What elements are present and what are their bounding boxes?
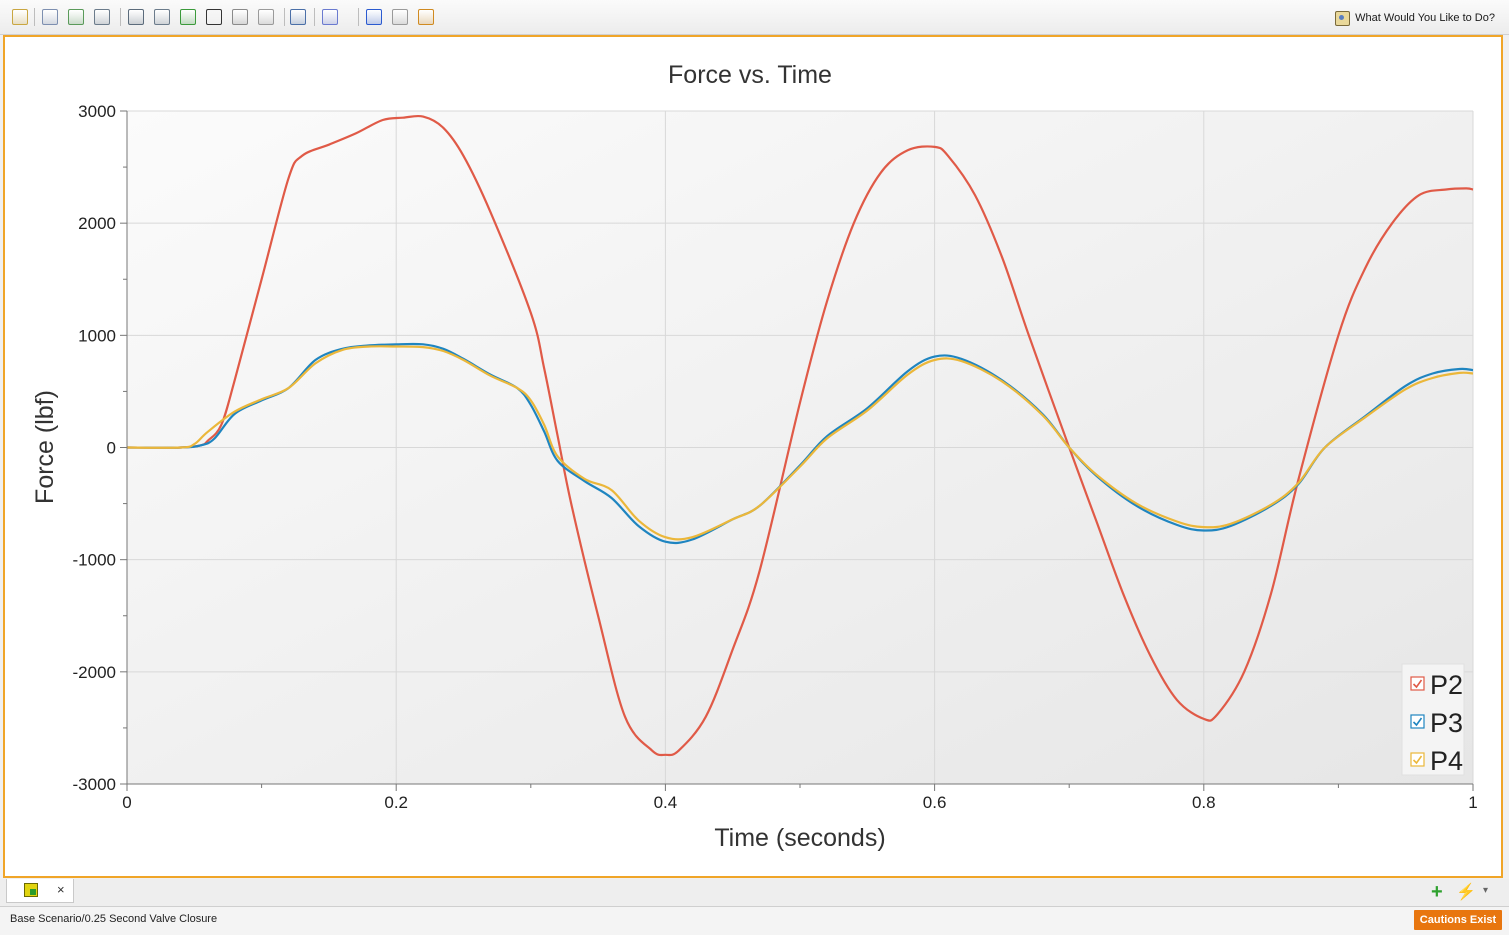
help-button[interactable]: What Would You Like to Do? [1335, 9, 1495, 27]
force-vs-time-chart: 0 0.2 0.4 0.6 0.8 1 3000 2000 1000 0 -1000 -2000 -30… [31, 61, 1478, 852]
stop-icon[interactable] [258, 9, 274, 25]
add-icon[interactable] [366, 9, 382, 25]
y-tick-label: 0 [107, 439, 116, 458]
status-bar: Base Scenario/0.25 Second Valve Closure … [0, 907, 1509, 935]
table-icon[interactable] [94, 9, 110, 25]
y-tick-label: 1000 [78, 326, 116, 345]
grid [126, 110, 1474, 785]
zoom-icon[interactable] [290, 9, 306, 25]
chart-frame: 0 0.2 0.4 0.6 0.8 1 3000 2000 1000 0 -1000 -2000 -30… [3, 35, 1503, 878]
graph-icon[interactable] [392, 9, 408, 25]
check-icon [1412, 717, 1423, 727]
document-tab[interactable]: × [6, 879, 74, 903]
add-icon[interactable]: + [1431, 881, 1443, 903]
toolbar-separator [284, 8, 285, 26]
legend-label-p4: P4 [1430, 746, 1463, 776]
scenario-icon [24, 883, 38, 897]
y-tick-label: -1000 [73, 551, 116, 570]
x-tick-label: 0 [122, 793, 131, 812]
legend-checkbox-p2 [1410, 676, 1425, 691]
toolbar [0, 0, 1509, 35]
list-icon[interactable] [154, 9, 170, 25]
y-tick-label: -2000 [73, 663, 116, 682]
paint-icon[interactable] [322, 9, 338, 25]
toolbar-separator [358, 8, 359, 26]
help-icon [1335, 10, 1351, 26]
help-label: What Would You Like to Do? [1355, 12, 1495, 24]
chart-text-icon[interactable] [128, 9, 144, 25]
series-line-p2 [126, 114, 1474, 757]
x-tick-label: 0.2 [384, 793, 408, 812]
axes: 0 0.2 0.4 0.6 0.8 1 3000 2000 1000 0 -1000 -2000 -30… [73, 102, 1478, 812]
chevron-down-icon[interactable]: ▾ [1483, 885, 1489, 896]
legend-checkbox-p4 [1410, 752, 1425, 767]
legend-label-p3: P3 [1430, 708, 1463, 738]
edit-icon[interactable] [12, 9, 28, 25]
x-tick-label: 1 [1468, 793, 1477, 812]
document-tab-bar: × + ⚡ ▾ [0, 879, 1509, 907]
toolbar-separator [314, 8, 315, 26]
alert-icon[interactable] [418, 9, 434, 25]
series-line-p4 [126, 345, 1474, 541]
x-axis-label: Time (seconds) [714, 824, 885, 852]
lightning-icon[interactable]: ⚡ [1456, 884, 1476, 901]
toolbar-separator [120, 8, 121, 26]
ruler-icon[interactable] [232, 9, 248, 25]
scenario-path: Base Scenario/0.25 Second Valve Closure [10, 913, 218, 925]
y-axis-label: Force (lbf) [31, 390, 59, 504]
x-tick-label: 0.8 [1192, 793, 1216, 812]
y-tick-label: 3000 [78, 102, 116, 121]
export-icon[interactable] [68, 9, 84, 25]
cautions-button[interactable]: Cautions Exist [1414, 910, 1502, 930]
checklist-icon[interactable] [180, 9, 196, 25]
y-tick-label: -3000 [73, 775, 116, 794]
chart-title: Force vs. Time [668, 61, 832, 89]
y-tick-label: 2000 [78, 214, 116, 233]
copy-icon[interactable] [42, 9, 58, 25]
close-icon[interactable]: × [57, 882, 65, 897]
legend: P2 P3 P4 [1401, 663, 1465, 776]
crosshair-icon[interactable] [206, 9, 222, 25]
toolbar-separator [34, 8, 35, 26]
x-tick-label: 0.6 [923, 793, 947, 812]
series-lines [126, 114, 1474, 757]
legend-label-p2: P2 [1430, 670, 1463, 700]
check-icon [1412, 755, 1423, 765]
legend-checkbox-p3 [1410, 714, 1425, 729]
x-tick-label: 0.4 [654, 793, 678, 812]
check-icon [1412, 679, 1423, 689]
